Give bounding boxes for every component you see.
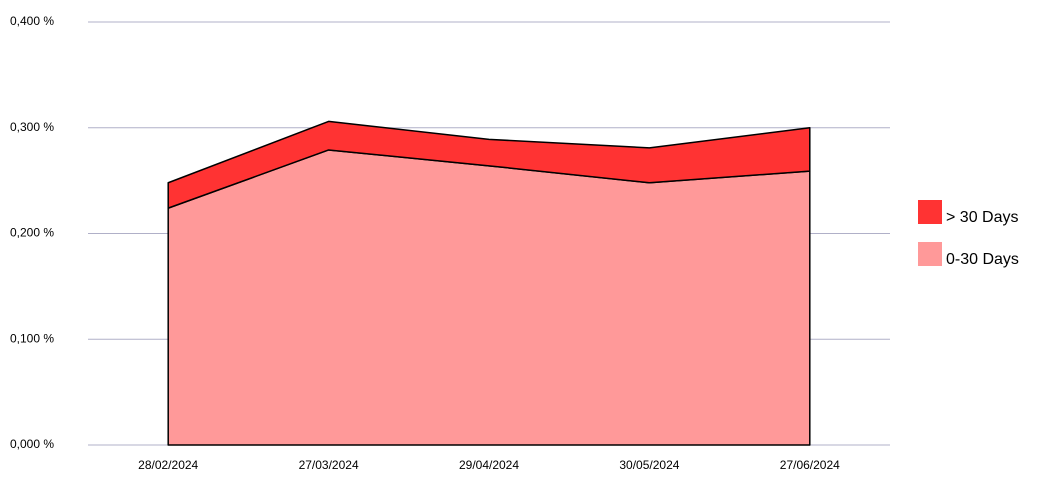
x-tick-label: 28/02/2024 <box>138 458 198 472</box>
y-tick-label: 0,200 % <box>10 226 54 240</box>
x-tick-label: 27/06/2024 <box>780 458 840 472</box>
y-tick-label: 0,400 % <box>10 14 54 28</box>
legend-label: 0-30 Days <box>946 251 1019 268</box>
legend-swatch <box>918 242 942 266</box>
x-tick-label: 27/03/2024 <box>299 458 359 472</box>
legend-swatch <box>918 200 942 224</box>
legend: > 30 Days 0-30 Days <box>918 200 1019 268</box>
y-tick-label: 0,100 % <box>10 331 54 345</box>
area <box>167 149 811 446</box>
legend-label: > 30 Days <box>946 209 1018 226</box>
y-tick-label: 0,300 % <box>10 120 54 134</box>
y-tick-label: 0,000 % <box>10 437 54 451</box>
area <box>167 120 811 209</box>
x-tick-label: 29/04/2024 <box>459 458 519 472</box>
x-tick-label: 30/05/2024 <box>619 458 679 472</box>
